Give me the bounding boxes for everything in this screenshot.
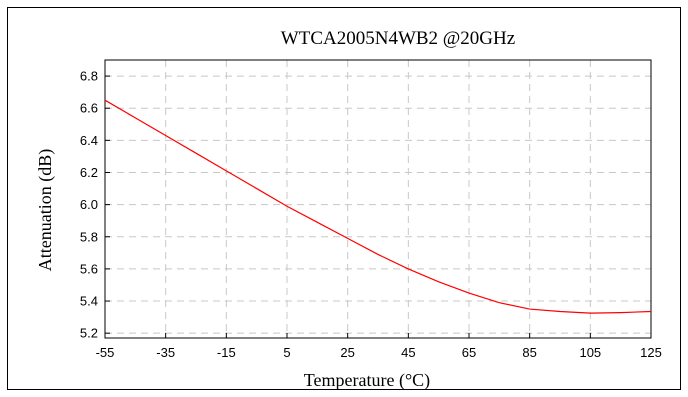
x-tick-label: 105 xyxy=(579,345,601,360)
x-tick-label: -55 xyxy=(96,345,115,360)
y-tick-label: 5.2 xyxy=(80,326,98,341)
y-tick-label: 6.0 xyxy=(80,197,98,212)
series-layer xyxy=(104,99,652,314)
chart-title: WTCA2005N4WB2 @20GHz xyxy=(281,28,515,49)
ticks-layer: -55 -35 -15 5 25 45 65 85 105 125 5.2 5.4 5.6 5.8 6.0 6… xyxy=(80,69,662,360)
grid-layer xyxy=(105,60,651,338)
x-tick-label: -15 xyxy=(217,345,236,360)
x-tick-label: 45 xyxy=(401,345,415,360)
x-tick-label: -35 xyxy=(156,345,175,360)
y-tick-label: 6.8 xyxy=(80,69,98,84)
y-tick-label: 5.8 xyxy=(80,229,98,244)
x-axis-label: Temperature (°C) xyxy=(304,370,430,391)
x-tick-label: 85 xyxy=(522,345,536,360)
x-tick-label: 25 xyxy=(340,345,354,360)
y-tick-label: 6.6 xyxy=(80,101,98,116)
y-tick-label: 6.2 xyxy=(80,165,98,180)
y-tick-label: 6.4 xyxy=(80,133,98,148)
y-tick-label: 5.4 xyxy=(80,294,98,309)
y-axis-label: Attenuation (dB) xyxy=(35,149,56,271)
x-tick-label: 125 xyxy=(640,345,662,360)
series-line xyxy=(104,99,652,314)
y-tick-label: 5.6 xyxy=(80,261,98,276)
x-tick-label: 5 xyxy=(283,345,290,360)
outer-frame xyxy=(7,7,681,390)
plot-frame xyxy=(104,59,652,339)
x-tick-label: 65 xyxy=(462,345,476,360)
